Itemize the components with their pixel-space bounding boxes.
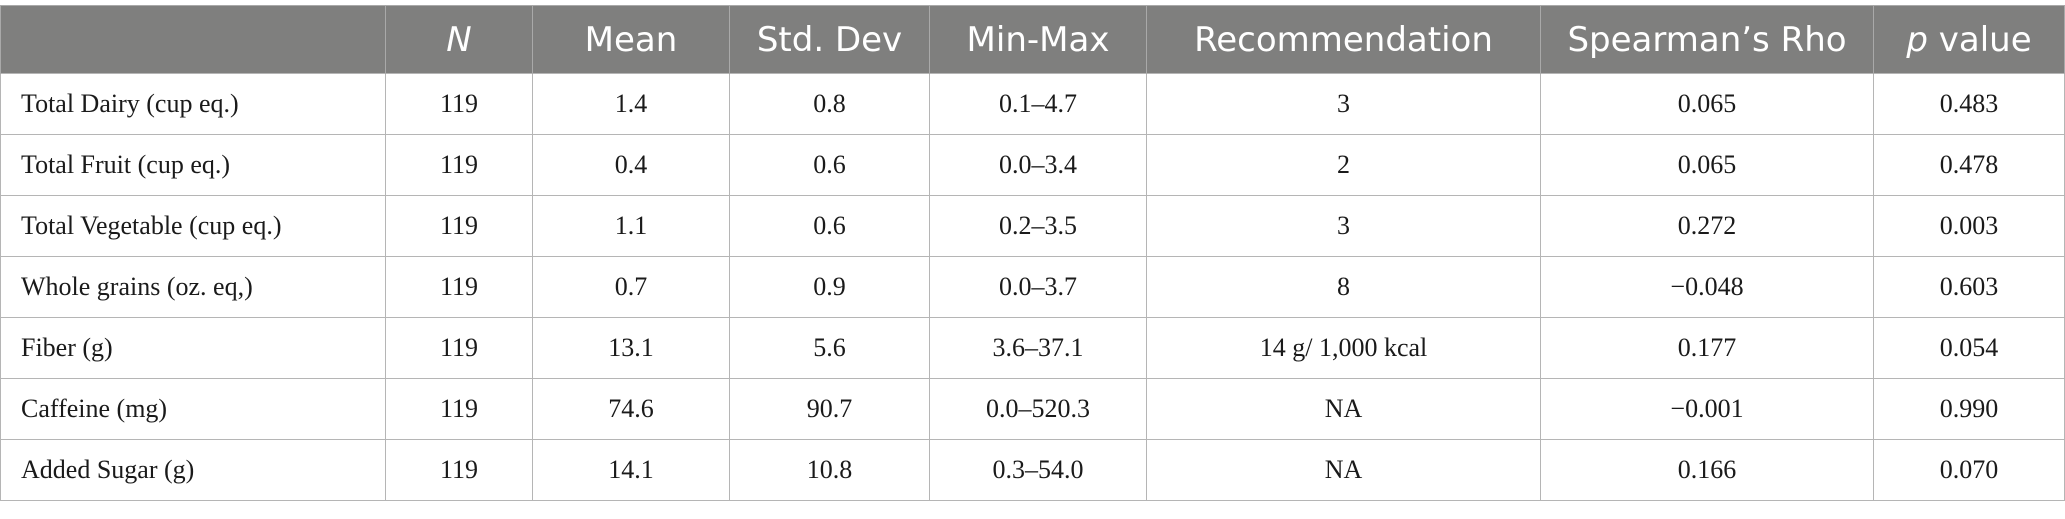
cell-label: Added Sugar (g) — [0, 439, 386, 501]
header-n: N — [385, 5, 533, 74]
header-p-value: p value — [1873, 5, 2065, 74]
table-row: Total Dairy (cup eq.) 119 1.4 0.8 0.1–4.7 3 0.… — [0, 73, 2065, 135]
header-row: N Mean Std. Dev Min-Max Recommendation S… — [0, 5, 2065, 74]
cell-label: Whole grains (oz. eq,) — [0, 256, 386, 318]
cell-mean: 74.6 — [532, 378, 730, 440]
cell-spearmans-rho: −0.001 — [1540, 378, 1874, 440]
cell-recommendation: 3 — [1146, 195, 1541, 257]
table-row: Total Vegetable (cup eq.) 119 1.1 0.6 0.2–3.… — [0, 195, 2065, 257]
cell-spearmans-rho: 0.272 — [1540, 195, 1874, 257]
cell-p-value: 0.483 — [1873, 73, 2065, 135]
cell-std-dev: 0.8 — [729, 73, 930, 135]
cell-n: 119 — [385, 73, 533, 135]
cell-recommendation: 3 — [1146, 73, 1541, 135]
cell-min-max: 0.3–54.0 — [929, 439, 1147, 501]
cell-std-dev: 0.6 — [729, 134, 930, 196]
cell-mean: 0.4 — [532, 134, 730, 196]
cell-n: 119 — [385, 317, 533, 379]
header-std-dev: Std. Dev — [729, 5, 930, 74]
cell-n: 119 — [385, 195, 533, 257]
cell-std-dev: 90.7 — [729, 378, 930, 440]
header-label — [0, 5, 386, 74]
cell-n: 119 — [385, 378, 533, 440]
cell-label: Caffeine (mg) — [0, 378, 386, 440]
cell-recommendation: 2 — [1146, 134, 1541, 196]
cell-min-max: 0.0–3.4 — [929, 134, 1147, 196]
cell-mean: 0.7 — [532, 256, 730, 318]
cell-p-value: 0.003 — [1873, 195, 2065, 257]
table-row: Fiber (g) 119 13.1 5.6 3.6–37.1 14 g/ 1,000 k… — [0, 317, 2065, 379]
cell-p-value: 0.478 — [1873, 134, 2065, 196]
header-mean: Mean — [532, 5, 730, 74]
cell-min-max: 0.0–3.7 — [929, 256, 1147, 318]
cell-spearmans-rho: −0.048 — [1540, 256, 1874, 318]
cell-recommendation: NA — [1146, 439, 1541, 501]
table-row: Added Sugar (g) 119 14.1 10.8 0.3–54.0 NA 0.16… — [0, 439, 2065, 501]
cell-label: Total Vegetable (cup eq.) — [0, 195, 386, 257]
cell-p-value: 0.054 — [1873, 317, 2065, 379]
cell-std-dev: 0.6 — [729, 195, 930, 257]
cell-label: Total Dairy (cup eq.) — [0, 73, 386, 135]
cell-std-dev: 0.9 — [729, 256, 930, 318]
cell-n: 119 — [385, 134, 533, 196]
cell-mean: 1.1 — [532, 195, 730, 257]
cell-p-value: 0.990 — [1873, 378, 2065, 440]
table-row: Whole grains (oz. eq,) 119 0.7 0.9 0.0–3.7 8−… — [0, 256, 2065, 318]
cell-n: 119 — [385, 439, 533, 501]
cell-mean: 1.4 — [532, 73, 730, 135]
cell-n: 119 — [385, 256, 533, 318]
cell-min-max: 3.6–37.1 — [929, 317, 1147, 379]
nutrient-table: N Mean Std. Dev Min-Max Recommendation S… — [0, 5, 2065, 501]
cell-p-value: 0.070 — [1873, 439, 2065, 501]
table-row: Total Fruit (cup eq.) 119 0.4 0.6 0.0–3.4 2 0.… — [0, 134, 2065, 196]
cell-std-dev: 10.8 — [729, 439, 930, 501]
cell-mean: 13.1 — [532, 317, 730, 379]
cell-min-max: 0.2–3.5 — [929, 195, 1147, 257]
cell-spearmans-rho: 0.166 — [1540, 439, 1874, 501]
header-p-rest: value — [1927, 19, 2032, 60]
cell-recommendation: NA — [1146, 378, 1541, 440]
table-body: Total Dairy (cup eq.) 119 1.4 0.8 0.1–4.7 3 0.… — [0, 73, 2065, 501]
cell-spearmans-rho: 0.065 — [1540, 134, 1874, 196]
cell-min-max: 0.0–520.3 — [929, 378, 1147, 440]
cell-spearmans-rho: 0.177 — [1540, 317, 1874, 379]
cell-label: Fiber (g) — [0, 317, 386, 379]
cell-mean: 14.1 — [532, 439, 730, 501]
cell-recommendation: 14 g/ 1,000 kcal — [1146, 317, 1541, 379]
table-row: Caffeine (mg) 119 74.6 90.7 0.0–520.3 NA −0.00… — [0, 378, 2065, 440]
header-recommendation: Recommendation — [1146, 5, 1541, 74]
cell-min-max: 0.1–4.7 — [929, 73, 1147, 135]
header-min-max: Min-Max — [929, 5, 1147, 74]
header-spearmans-rho: Spearman’s Rho — [1540, 5, 1874, 74]
header-p-italic: p — [1906, 19, 1928, 60]
cell-label: Total Fruit (cup eq.) — [0, 134, 386, 196]
cell-recommendation: 8 — [1146, 256, 1541, 318]
cell-spearmans-rho: 0.065 — [1540, 73, 1874, 135]
cell-std-dev: 5.6 — [729, 317, 930, 379]
cell-p-value: 0.603 — [1873, 256, 2065, 318]
